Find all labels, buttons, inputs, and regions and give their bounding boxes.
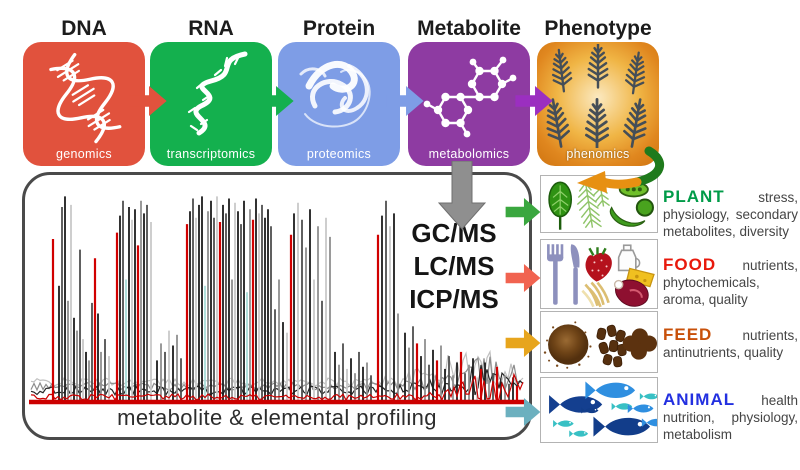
plant-body: stress, physiology, secondary metabolite…	[663, 189, 798, 239]
fern-leaves-icon	[537, 44, 659, 148]
feed-pellets-icon	[543, 321, 657, 369]
stage-title: Metabolite	[417, 17, 521, 40]
knife-icon	[570, 244, 580, 268]
animal-body: health nutrition, physiology, metabolism	[663, 392, 798, 442]
stage-sublabel: phenomics	[566, 147, 630, 161]
curved-arrow-icon	[577, 146, 665, 193]
stage-title: Phenotype	[544, 17, 652, 40]
method-gcms: GC/MS	[411, 218, 497, 248]
protein-ribbon-icon	[278, 44, 400, 148]
chromatogram	[29, 196, 525, 405]
stage-dna: DNA genomics	[23, 16, 145, 168]
stage-metabolite: Metabolite	[408, 16, 530, 168]
rna-strand-icon	[150, 44, 272, 148]
rna-box: transcriptomics	[150, 42, 272, 166]
feed-arrow-icon	[505, 329, 541, 357]
food-heading: FOOD	[663, 254, 717, 274]
feed-image-box	[540, 311, 658, 373]
food-arrow-icon	[505, 264, 541, 292]
food-items-icon	[547, 244, 655, 308]
method-icpms: ICP/MS	[409, 284, 499, 314]
powder-mound-icon	[548, 324, 589, 365]
stage-rna: RNA transcriptomics	[150, 16, 272, 168]
down-arrow-icon	[437, 161, 487, 230]
food-image-box	[540, 239, 658, 309]
stage-sublabel: proteomics	[306, 147, 372, 161]
phenotype-box: phenomics	[537, 42, 659, 166]
stage-title: RNA	[188, 17, 234, 40]
stage-title: DNA	[61, 17, 107, 40]
fish-arrow-icon	[505, 398, 541, 426]
animal-heading: ANIMAL	[663, 389, 736, 409]
ham-icon	[613, 279, 649, 307]
milk-jug-icon	[617, 244, 641, 272]
molecule-icon	[408, 44, 530, 148]
fork-icon	[553, 258, 558, 305]
plant-leaves-icon	[548, 180, 654, 230]
protein-box: proteomics	[278, 42, 400, 166]
profiling-caption: metabolite & elemental profiling	[117, 405, 437, 430]
stage-sublabel: transcriptomics	[166, 147, 256, 161]
stage-protein: Protein proteomics	[278, 16, 400, 168]
animal-description: ANIMAL health nutrition, physiology, met…	[663, 391, 798, 443]
pasta-icon	[581, 281, 610, 308]
feed-description: FEED nutrients, antinutrients, quality	[663, 326, 798, 361]
dna-box: genomics	[23, 42, 145, 166]
flow-arrow-metabolite-phenotype-icon	[515, 86, 553, 116]
fish-school-icon	[549, 381, 657, 438]
pellet-lobes-icon	[622, 328, 657, 360]
plant-description: PLANT stress, physiology, secondary meta…	[663, 188, 798, 240]
flow-arrow-rna-protein-icon	[256, 86, 294, 116]
stage-sublabel: metabolomics	[428, 147, 510, 161]
stage-sublabel: genomics	[56, 147, 112, 161]
dna-helix-icon	[23, 44, 145, 148]
food-description: FOOD nutrients, phytochemicals, aroma, q…	[663, 256, 798, 308]
stage-title: Protein	[302, 17, 376, 40]
feed-heading: FEED	[663, 324, 713, 344]
feed-body: nutrients, antinutrients, quality	[663, 327, 798, 360]
flow-arrow-dna-rna-icon	[129, 86, 167, 116]
fish-image-box	[540, 377, 658, 443]
pellet-cluster-icon	[596, 324, 627, 368]
method-lcms: LC/MS	[413, 251, 495, 281]
strawberry-icon	[585, 247, 612, 282]
profiling-panel: GC/MS LC/MS ICP/MS metabolite & elementa…	[22, 172, 532, 440]
flow-arrow-protein-metabolite-icon	[386, 86, 424, 116]
plant-heading: PLANT	[663, 186, 725, 206]
methods-list: GC/MS LC/MS ICP/MS	[401, 217, 507, 316]
plant-arrow-icon	[505, 198, 541, 226]
plant-image-box	[540, 175, 658, 233]
stage-phenotype: Phenotype phenomics	[537, 16, 659, 168]
metabolite-box: metabolomics	[408, 42, 530, 166]
food-body: nutrients, phytochemicals, aroma, qualit…	[663, 257, 798, 307]
